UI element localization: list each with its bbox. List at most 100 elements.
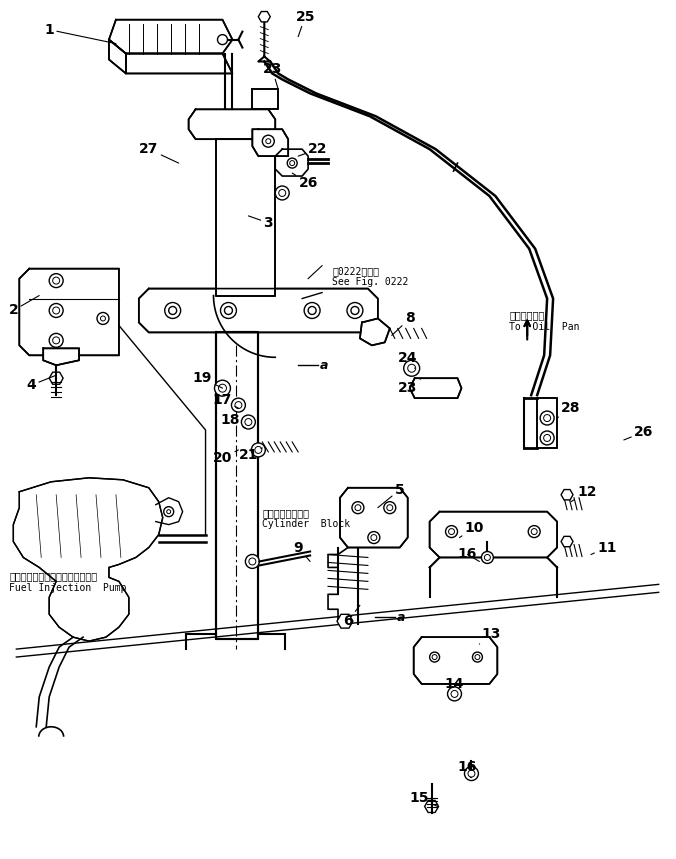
Text: 5: 5 — [378, 483, 405, 508]
Text: 12: 12 — [571, 484, 597, 502]
Circle shape — [224, 307, 233, 314]
Text: シリンダブロック
Cylinder  Block: シリンダブロック Cylinder Block — [262, 508, 350, 529]
Text: 26: 26 — [292, 173, 318, 190]
Circle shape — [352, 502, 364, 514]
Text: 14: 14 — [445, 677, 464, 694]
Circle shape — [473, 652, 483, 662]
Circle shape — [481, 551, 493, 564]
Text: 10: 10 — [460, 521, 484, 538]
Text: 18: 18 — [220, 413, 245, 428]
Circle shape — [245, 418, 252, 425]
Polygon shape — [49, 372, 63, 384]
Circle shape — [97, 313, 109, 325]
Text: フェエルインジェクションポンプ
Fuel Injection  Pump: フェエルインジェクションポンプ Fuel Injection Pump — [9, 571, 127, 593]
Circle shape — [49, 303, 63, 318]
Circle shape — [540, 411, 554, 425]
Text: 13: 13 — [479, 627, 501, 644]
Circle shape — [475, 655, 480, 660]
Circle shape — [279, 190, 286, 197]
Circle shape — [266, 138, 271, 143]
Circle shape — [218, 384, 226, 393]
Polygon shape — [337, 614, 353, 628]
Polygon shape — [252, 129, 288, 156]
Circle shape — [449, 528, 454, 534]
Circle shape — [49, 333, 63, 347]
Circle shape — [287, 158, 297, 168]
Circle shape — [231, 398, 245, 412]
Circle shape — [251, 443, 265, 457]
Text: 26: 26 — [624, 425, 654, 440]
Text: a: a — [320, 359, 329, 372]
Polygon shape — [14, 478, 163, 641]
Circle shape — [445, 526, 458, 538]
Circle shape — [241, 415, 256, 429]
Circle shape — [430, 652, 439, 662]
Text: 8: 8 — [392, 312, 414, 335]
Text: 9: 9 — [293, 540, 310, 562]
Polygon shape — [216, 332, 258, 639]
Polygon shape — [561, 536, 573, 546]
Text: 19: 19 — [193, 371, 222, 388]
Polygon shape — [410, 378, 462, 398]
Text: a: a — [397, 611, 405, 624]
Polygon shape — [252, 89, 279, 109]
Polygon shape — [189, 109, 275, 139]
Circle shape — [164, 507, 174, 516]
Polygon shape — [216, 139, 275, 295]
Circle shape — [53, 337, 59, 344]
Polygon shape — [258, 11, 270, 21]
Circle shape — [351, 307, 359, 314]
Text: 6: 6 — [343, 606, 360, 628]
Circle shape — [451, 691, 458, 698]
Circle shape — [249, 558, 256, 565]
Text: 25: 25 — [295, 9, 315, 37]
Circle shape — [448, 687, 462, 701]
Text: 16: 16 — [458, 759, 477, 777]
Circle shape — [214, 381, 231, 396]
Text: 11: 11 — [591, 540, 617, 555]
Circle shape — [408, 364, 416, 372]
Circle shape — [167, 509, 171, 514]
Polygon shape — [43, 349, 79, 365]
Text: 2: 2 — [9, 295, 39, 318]
Polygon shape — [139, 289, 378, 332]
Circle shape — [387, 505, 393, 510]
Circle shape — [53, 277, 59, 284]
Circle shape — [275, 186, 289, 200]
Text: 21: 21 — [239, 448, 262, 462]
Circle shape — [368, 532, 380, 544]
Circle shape — [165, 302, 180, 319]
Polygon shape — [537, 398, 557, 448]
Text: 15: 15 — [410, 791, 437, 807]
Polygon shape — [109, 20, 233, 53]
Circle shape — [290, 161, 295, 166]
Text: 23: 23 — [398, 378, 422, 395]
Text: オイルパンへ
To  Oil  Pan: オイルパンへ To Oil Pan — [509, 310, 580, 332]
Circle shape — [528, 526, 540, 538]
Circle shape — [304, 302, 320, 319]
Circle shape — [347, 302, 363, 319]
Text: 3: 3 — [248, 216, 273, 230]
Text: 28: 28 — [557, 401, 581, 418]
Polygon shape — [430, 512, 557, 557]
Text: 24: 24 — [398, 351, 418, 369]
Text: 22: 22 — [298, 142, 328, 156]
Text: 4: 4 — [26, 375, 56, 393]
Circle shape — [245, 554, 260, 569]
Text: 27: 27 — [139, 142, 178, 163]
Text: 第0222図参照
See Fig. 0222: 第0222図参照 See Fig. 0222 — [332, 265, 408, 287]
Circle shape — [464, 766, 479, 781]
Circle shape — [169, 307, 176, 314]
Circle shape — [544, 415, 551, 422]
Circle shape — [218, 34, 227, 45]
Circle shape — [101, 316, 105, 321]
Circle shape — [53, 307, 59, 314]
Circle shape — [384, 502, 395, 514]
Circle shape — [432, 655, 437, 660]
Polygon shape — [126, 53, 233, 74]
Polygon shape — [425, 801, 439, 813]
Polygon shape — [561, 490, 573, 500]
Polygon shape — [360, 319, 390, 345]
Text: 16: 16 — [458, 547, 479, 562]
Circle shape — [531, 528, 537, 534]
